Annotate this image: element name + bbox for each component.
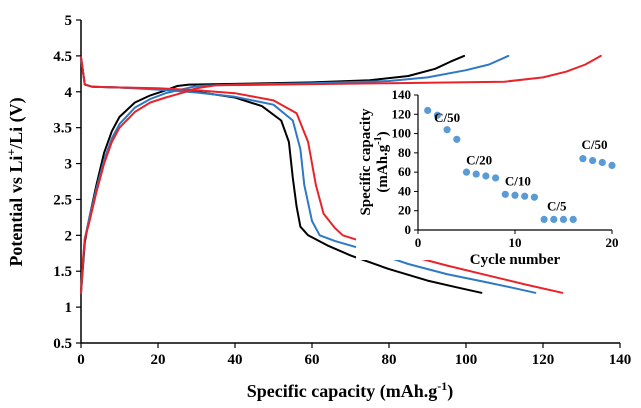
inset-y-axis-title-line1: Specific capacity	[358, 108, 374, 216]
inset-data-point	[453, 135, 461, 143]
rate-label: C/50	[582, 137, 608, 152]
main-x-ticks: 0 20 40 60 80 100 120 140	[77, 343, 631, 368]
inset-y-tick-label: 100	[392, 126, 412, 141]
main-y-tick-label: 2.5	[53, 192, 72, 208]
series-3-charge-curve	[80, 54, 602, 294]
inset-data-point	[492, 174, 500, 182]
inset-data-point	[462, 168, 471, 176]
inset-y-tick-label: 60	[398, 164, 411, 179]
inset-y-tick-label: 120	[392, 106, 412, 121]
main-y-axis-title: Potential vs Li+/Li (V)	[4, 97, 27, 266]
inset-x-ticks: 0 10 20	[415, 230, 619, 250]
inset-data-point	[559, 215, 568, 223]
rate-label: C/5	[547, 199, 567, 214]
main-x-tick-label: 100	[455, 352, 478, 368]
main-x-tick-label: 20	[151, 352, 166, 368]
inset-y-tick-label: 140	[392, 87, 412, 102]
inset-data-point	[608, 161, 616, 169]
main-y-tick-label: 3.5	[53, 121, 72, 137]
main-x-tick-label: 120	[532, 352, 555, 368]
inset-y-axis-title-line2: (mAh.g-1)	[373, 131, 391, 192]
inset-x-tick-label: 10	[509, 235, 522, 250]
rate-label: C/10	[505, 174, 531, 189]
inset-background	[356, 88, 624, 260]
main-x-tick-label: 0	[77, 352, 85, 368]
inset-data-point	[589, 156, 597, 165]
inset-y-tick-label: 0	[405, 222, 412, 237]
inset-x-axis-title: Cycle number	[470, 252, 561, 268]
inset-x-tick-label: 0	[415, 235, 422, 250]
inset-data-point	[569, 215, 577, 223]
main-x-axis-title: Specific capacity (mAh.g-1)	[247, 379, 453, 402]
inset-data-point	[521, 192, 529, 200]
main-y-tick-label: 1	[65, 300, 73, 316]
inset-series	[424, 106, 616, 223]
main-x-tick-label: 40	[228, 352, 243, 368]
main-y-tick-label: 0.5	[53, 336, 72, 352]
inset-data-point	[472, 170, 480, 178]
main-series	[80, 54, 602, 294]
main-y-tick-label: 4.5	[53, 49, 72, 65]
inset-data-point	[443, 126, 451, 134]
inset-y-axis-title: Specific capacity (mAh.g-1)	[358, 108, 391, 216]
series-3-discharge-curve	[80, 56, 564, 294]
inset-data-point	[433, 111, 441, 119]
inset-data-point	[598, 158, 606, 167]
inset-data-point	[530, 193, 539, 201]
main-y-tick-label: 4	[65, 85, 73, 101]
inset-y-tick-label: 40	[398, 183, 411, 198]
main-x-tick-label: 140	[609, 352, 632, 368]
inset-y-ticks: 0 20 40 60 80 100 120 140	[392, 87, 418, 237]
inset-data-point	[511, 191, 519, 199]
inset-data-point	[424, 106, 432, 115]
inset-data-point	[540, 215, 548, 223]
main-y-tick-label: 3	[65, 157, 73, 173]
main-plot: 0 20 40 60 80 100 120 140 0.511.522.533.544.55 …	[4, 13, 631, 402]
main-y-tick-label: 2	[65, 228, 73, 244]
inset-data-point	[579, 155, 587, 163]
main-x-tick-label: 80	[382, 352, 397, 368]
rate-label: C/20	[466, 152, 492, 167]
inset-data-point	[501, 190, 509, 198]
inset-x-tick-label: 20	[606, 235, 619, 250]
main-y-ticks: 0.5 1 1.5 2 2.5 3 3.5 4 4.5 5	[53, 13, 81, 352]
inset-y-tick-label: 20	[398, 203, 411, 218]
inset-y-tick-label: 80	[398, 145, 411, 160]
main-y-tick-label: 1.5	[53, 264, 72, 280]
rate-label: C/50	[434, 110, 460, 125]
main-y-tick-label: 5	[65, 13, 73, 29]
inset-data-point	[482, 172, 490, 180]
main-x-tick-label: 60	[305, 352, 320, 368]
inset-data-point	[550, 215, 558, 223]
inset-rate-labels: C/50 C/20 C/10 C/5 C/50	[434, 110, 607, 214]
